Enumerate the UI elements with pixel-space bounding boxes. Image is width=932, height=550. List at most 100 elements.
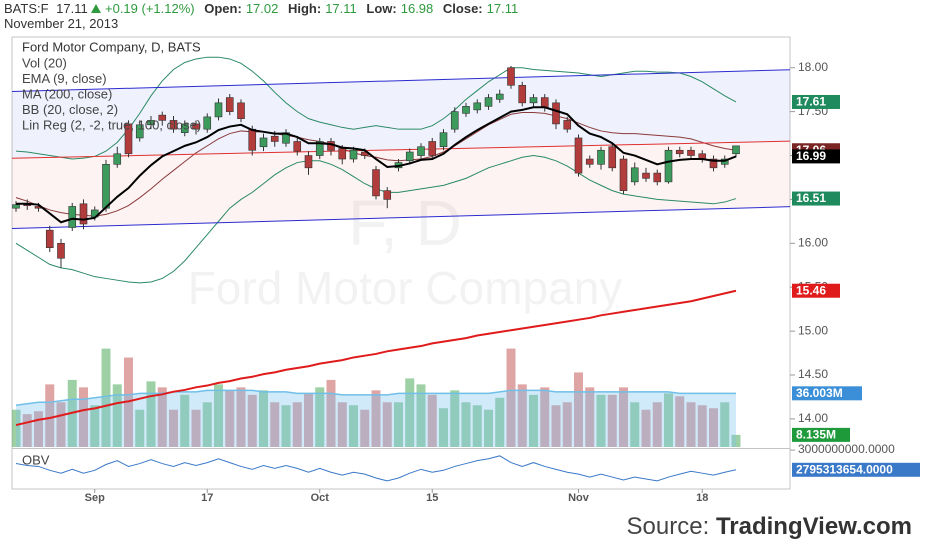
candle-body [574, 137, 583, 174]
y-tick-label: 14.00 [798, 411, 828, 425]
volume-bar [405, 378, 415, 447]
legend-item: MA (200, close) [22, 86, 112, 101]
candle-body [642, 172, 650, 179]
candle-body [428, 141, 437, 156]
linreg-upper [12, 69, 790, 93]
candle-body [664, 149, 673, 183]
last-price: 17.11 [56, 1, 88, 16]
legend-title: Ford Motor Company, D, BATS [22, 39, 201, 54]
volume-bar [641, 409, 651, 447]
y-tick-label: 15.00 [798, 323, 828, 337]
candle-body [12, 204, 20, 209]
volume-ma-last: 36.003M [796, 386, 843, 400]
x-tick-label: 17 [201, 492, 213, 504]
volume-bar [247, 394, 257, 447]
volume-bar [225, 390, 235, 447]
volume-bar [259, 390, 268, 447]
volume-bar [630, 402, 640, 447]
candle-body [518, 84, 527, 104]
candle-body [315, 141, 324, 156]
candle-body [259, 137, 268, 148]
candle-body [608, 146, 617, 169]
open: 17.02 [245, 1, 279, 16]
volume-bar [619, 387, 628, 447]
source: Source: TradingView.com [627, 513, 912, 540]
x-tick-label: Oct [311, 492, 330, 504]
candle-body [540, 97, 549, 108]
low: 16.98 [400, 1, 434, 16]
linreg-lower [12, 206, 790, 230]
candle-body [45, 229, 54, 249]
candle-body [180, 123, 189, 133]
candle-body [225, 97, 234, 112]
candle-body [214, 102, 223, 118]
volume-bar [191, 409, 201, 447]
volume-bar [416, 384, 426, 447]
candle-body [68, 206, 77, 228]
candle-body [349, 149, 358, 160]
obv-tick-label: 3000000000.0000 [798, 442, 895, 456]
volume-bar [360, 409, 370, 447]
volume-bar [326, 379, 336, 447]
candle-body [57, 243, 65, 259]
volume-last: 8.135M [796, 428, 836, 442]
candle-body [417, 146, 425, 156]
candle-body [135, 124, 144, 139]
watermark-name: Ford Motor Company [188, 262, 623, 314]
candle-body [383, 190, 392, 200]
x-tick-label: 15 [426, 492, 438, 504]
ma200-last: 15.46 [796, 283, 826, 297]
volume-bar [157, 387, 167, 447]
high: 17.11 [325, 1, 357, 16]
volume-bar [90, 405, 100, 447]
ma200-last-box [792, 283, 840, 298]
volume-bar [180, 394, 190, 447]
volume-bar [562, 402, 572, 447]
candle-body [597, 149, 605, 165]
candle-body [203, 116, 212, 130]
volume-bar [22, 414, 32, 447]
candle-body [709, 158, 718, 169]
volume-bar [506, 348, 516, 447]
volume-bar [720, 402, 730, 447]
axes: 18.0017.5017.0016.5016.0015.5015.0014.50… [85, 60, 920, 504]
quote-line: BATS:F 17.11 +0.19 (+1.12%) Open: 17.02 H… [4, 1, 518, 16]
candle-body [79, 203, 88, 225]
volume-ma-line [15, 389, 737, 406]
x-tick-label: Nov [568, 492, 590, 504]
volume-bar [461, 402, 471, 447]
candle-body [405, 151, 414, 162]
volume-bar [349, 405, 358, 447]
candle-body [687, 149, 695, 156]
candle-body [158, 114, 167, 121]
obv-line [15, 455, 737, 482]
candle-body [192, 123, 200, 130]
volume-bar [731, 434, 741, 447]
y-tick-label: 14.50 [798, 367, 828, 381]
volume-bar [382, 402, 392, 447]
date: November 21, 2013 [4, 16, 119, 31]
volume-bar [101, 348, 111, 447]
x-tick-label: Sep [85, 492, 105, 504]
candle-body [293, 141, 302, 152]
candle-body [124, 123, 133, 155]
header: BATS:F 17.11 +0.19 (+1.12%) Open: 17.02 H… [4, 1, 518, 31]
obv-last-box [792, 462, 920, 477]
volume-bar [607, 394, 617, 447]
y-tick-label: 16.00 [798, 235, 828, 249]
candle-body [732, 145, 740, 155]
volume-bar [236, 387, 246, 447]
candle-body [585, 158, 594, 165]
high-label: High: [287, 1, 322, 16]
volume-bar [596, 394, 606, 447]
low-label: Low: [366, 1, 397, 16]
bb-lower-last-box [792, 191, 840, 206]
symbol: BATS:F [4, 1, 49, 16]
ema-last-box [792, 149, 840, 164]
candle-body [563, 120, 572, 130]
candle-body [450, 111, 459, 130]
volume-bar [135, 409, 145, 447]
open-label: Open: [204, 1, 242, 16]
candle-body [462, 106, 470, 114]
